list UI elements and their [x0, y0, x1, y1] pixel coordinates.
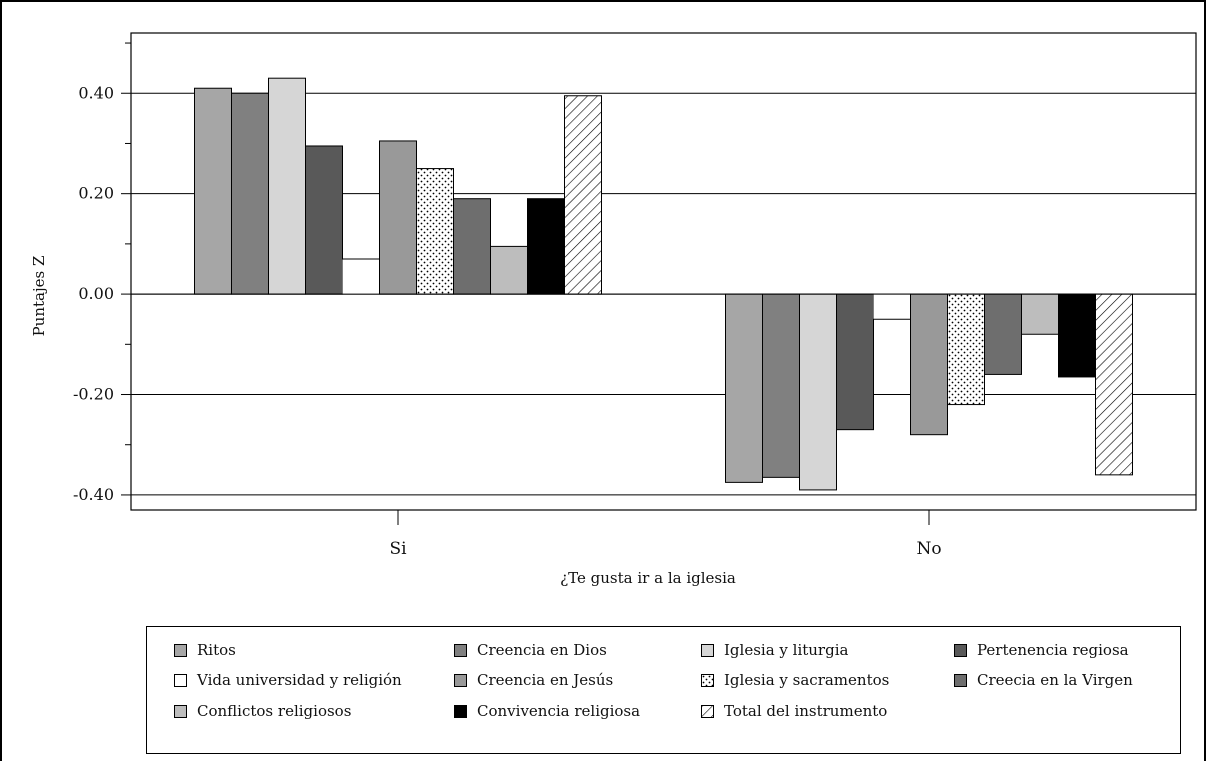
- y-tick-label: -0.20: [73, 385, 114, 404]
- legend-item: Creencia en Jesús: [454, 671, 613, 689]
- bar-no-creencia-en-jes-s: [910, 293, 948, 436]
- bar-no-iglesia-y-sacramentos: [947, 293, 985, 406]
- bar-no-creencia-en-dios: [762, 293, 800, 478]
- legend-item: Iglesia y sacramentos: [701, 671, 889, 689]
- plot-area-border: [130, 32, 1197, 511]
- figure-frame-right-edge: [1204, 0, 1206, 761]
- axes: -0.40 -0.20 0.00 0.20 0.40 Si No: [73, 32, 1197, 559]
- bar-chart: -0.40 -0.20 0.00 0.20 0.40 Si No Puntajes Z ¿T…: [30, 32, 1197, 587]
- bar-si-creecia-en-la-virgen: [453, 198, 491, 295]
- bar-si-ritos: [194, 87, 232, 295]
- y-tick-label: 0.00: [78, 284, 114, 303]
- bar-si-vida-universidad-y-religi-n: [342, 258, 380, 295]
- x-tick-label: No: [916, 539, 941, 559]
- legend-item: Vida universidad y religión: [174, 671, 402, 689]
- x-axis-label: ¿Te gusta ir a la iglesia: [560, 569, 736, 587]
- legend-label: Pertenencia regiosa: [977, 641, 1129, 659]
- legend-swatch: [174, 704, 187, 718]
- legend-item: Pertenencia regiosa: [954, 641, 1129, 659]
- legend-label: Creencia en Dios: [477, 641, 607, 659]
- legend-item: Iglesia y liturgia: [701, 641, 848, 659]
- bar-no-creecia-en-la-virgen: [984, 293, 1022, 375]
- y-tick-label: -0.40: [73, 485, 114, 504]
- legend-item: Convivencia religiosa: [454, 702, 640, 720]
- bar-no-iglesia-y-liturgia: [799, 293, 837, 491]
- legend-swatch: [174, 643, 187, 657]
- y-axis-label: Puntajes Z: [30, 256, 48, 337]
- bar-no-total-del-instrumento: [1095, 293, 1133, 476]
- bar-no-conflictos-religiosos: [1021, 293, 1059, 335]
- bar-si-conflictos-religiosos: [490, 245, 528, 295]
- legend-label: Convivencia religiosa: [477, 702, 641, 720]
- legend-swatch: [701, 704, 714, 718]
- bar-si-convivencia-religiosa: [527, 198, 565, 295]
- x-tick-label: Si: [389, 539, 407, 559]
- bar-si-total-del-instrumento: [564, 95, 602, 295]
- legend-label: Creecia en la Virgen: [977, 671, 1133, 689]
- bar-si-iglesia-y-sacramentos: [416, 168, 454, 295]
- legend-swatch: [701, 643, 714, 657]
- legend-swatch: [454, 643, 467, 657]
- bar-si-creencia-en-jes-s: [379, 140, 417, 295]
- bar-no-pertenencia-regiosa: [836, 293, 874, 431]
- legend-label: Total del instrumento: [724, 702, 888, 720]
- legend-item: Creencia en Dios: [454, 641, 607, 659]
- bar-si-iglesia-y-liturgia: [268, 77, 306, 295]
- legend-swatch: [174, 673, 187, 687]
- legend-swatch: [701, 673, 714, 687]
- legend-item: Total del instrumento: [701, 702, 887, 720]
- legend-label: Vida universidad y religión: [197, 671, 402, 689]
- y-tick-label: 0.20: [78, 184, 114, 203]
- legend-item: Conflictos religiosos: [174, 702, 351, 720]
- bar-no-ritos: [725, 293, 763, 483]
- legend-item: Creecia en la Virgen: [954, 671, 1133, 689]
- legend-swatch: [954, 643, 967, 657]
- legend-label: Ritos: [197, 641, 236, 659]
- bars: [194, 77, 1133, 491]
- legend-label: Conflictos religiosos: [197, 702, 352, 720]
- bar-si-pertenencia-regiosa: [305, 145, 343, 295]
- legend-swatch: [954, 673, 967, 687]
- bar-no-convivencia-religiosa: [1058, 293, 1096, 378]
- y-tick-label: 0.40: [78, 83, 114, 102]
- bar-no-vida-universidad-y-religi-n: [873, 294, 911, 320]
- legend-label: Creencia en Jesús: [477, 671, 614, 689]
- legend: Ritos Creencia en Dios Iglesia y liturgia P…: [146, 626, 1181, 754]
- legend-label: Iglesia y sacramentos: [724, 671, 890, 689]
- legend-swatch: [454, 704, 467, 718]
- bar-si-creencia-en-dios: [231, 92, 269, 295]
- legend-item: Ritos: [174, 641, 236, 659]
- legend-label: Iglesia y liturgia: [724, 641, 849, 659]
- legend-swatch: [454, 673, 467, 687]
